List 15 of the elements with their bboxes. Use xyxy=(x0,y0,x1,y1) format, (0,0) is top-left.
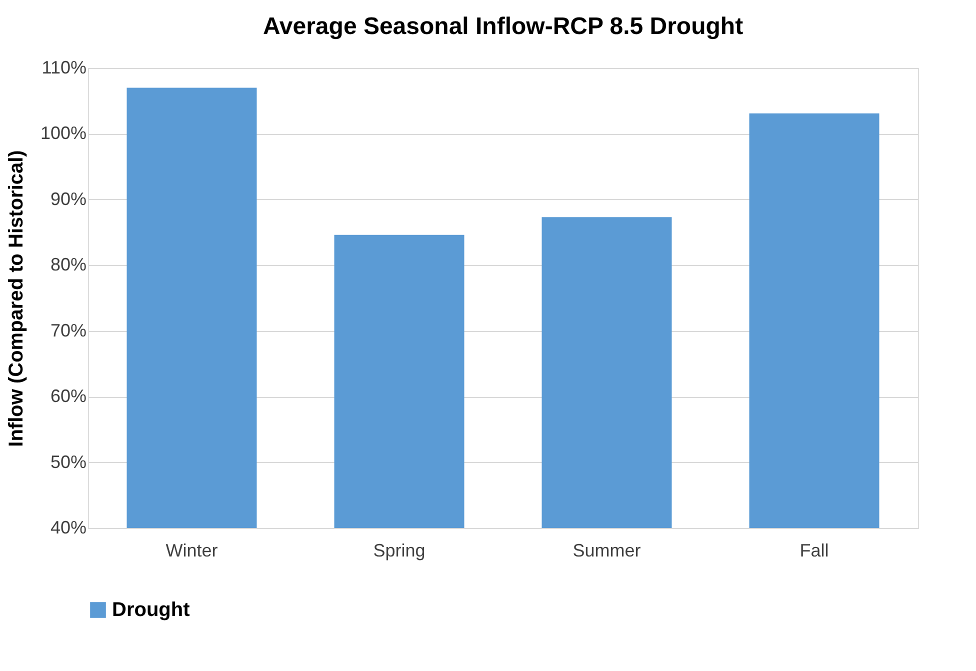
y-tick-label: 110% xyxy=(42,58,86,78)
x-tick-label: Summer xyxy=(572,540,641,560)
y-tick-label: 90% xyxy=(50,188,86,209)
y-tick-label: 70% xyxy=(50,320,86,340)
chart-title: Average Seasonal Inflow-RCP 8.5 Drought xyxy=(262,13,744,40)
y-axis-title: Inflow (Compared to Historical) xyxy=(5,150,28,447)
y-tick-label: 60% xyxy=(50,386,86,406)
y-tick-label: 50% xyxy=(50,452,86,472)
x-tick-label: Fall xyxy=(800,540,829,560)
x-tick-label: Spring xyxy=(373,540,426,560)
y-tick-label: 80% xyxy=(50,254,86,275)
x-tick-label: Winter xyxy=(166,540,218,560)
y-tick-label: 40% xyxy=(50,518,86,538)
legend-label: Drought xyxy=(112,599,190,621)
y-tick-label: 100% xyxy=(40,123,86,144)
